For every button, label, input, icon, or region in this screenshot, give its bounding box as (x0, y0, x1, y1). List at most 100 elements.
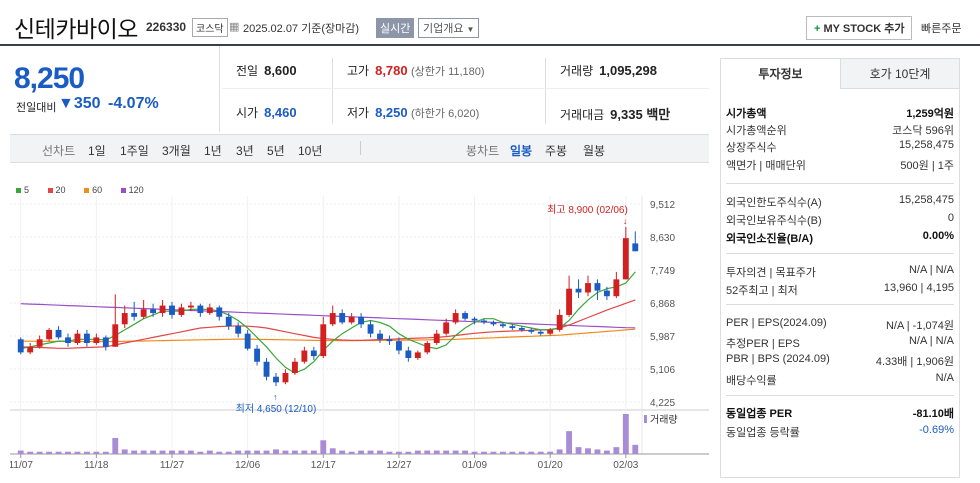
legend-ma5-label: 5 (24, 185, 30, 195)
volume-bar (518, 451, 525, 454)
volume-bar (65, 451, 71, 454)
candle-body (112, 324, 119, 347)
info-value: 0.00% (922, 230, 954, 242)
volume-bar (83, 451, 90, 454)
side-panel: 투자정보 호가 10단계 시가총액 1,259억원 시가총액순위 코스닥 596위 상장… (720, 58, 960, 478)
candle-body (481, 320, 487, 323)
volume-bar (377, 450, 383, 454)
divider (545, 58, 546, 124)
info-value: 1,259억원 (906, 108, 954, 120)
volume-bar (509, 451, 516, 454)
tab-10y[interactable]: 10년 (298, 144, 323, 158)
volume-bar (556, 449, 563, 454)
lower-limit: (하한가 6,020) (410, 108, 480, 120)
tab-orderbook[interactable]: 호가 10단계 (840, 59, 959, 89)
candle-body (518, 328, 525, 330)
candle-body (367, 324, 374, 334)
candle-body (282, 372, 289, 383)
prev-close-label: 전일 (236, 64, 259, 78)
amount: 거래대금 9,335 백만 (560, 104, 670, 123)
volume-bar (452, 450, 459, 454)
volume-bar (443, 450, 450, 454)
tab-1y[interactable]: 1년 (204, 144, 222, 158)
ma-line-ma60 (20, 328, 636, 343)
divider (726, 253, 954, 254)
info-value: -0.69% (919, 424, 954, 436)
ma-line-ma120 (20, 303, 636, 329)
volume-bar (263, 450, 270, 454)
info-key: 배당수익률 (726, 375, 777, 387)
corp-info-dropdown[interactable]: 기업개요 ▼ (418, 18, 480, 38)
info-value: 코스닥 596위 (892, 125, 954, 137)
candle-body (585, 283, 591, 293)
candle-body (386, 339, 393, 342)
corp-info-label: 기업개요 (423, 23, 464, 35)
candle-body (414, 352, 421, 358)
tab-5y[interactable]: 5년 (267, 144, 285, 158)
legend-ma60-label: 60 (92, 185, 103, 195)
candle-body (603, 290, 610, 297)
x-tick-label: 01/20 (538, 460, 563, 471)
current-price: 8,250 (14, 62, 85, 95)
volume-bar (320, 440, 327, 454)
realtime-button[interactable]: 실시간 (376, 18, 415, 38)
volume-bar (433, 450, 440, 454)
tab-daily[interactable]: 일봉 (510, 144, 533, 158)
ma-legend: 5 20 60 120 (16, 185, 160, 195)
mystock-add-button[interactable]: + MY STOCK 추가 (806, 16, 913, 40)
info-row: 시가총액 1,259억원 (726, 105, 954, 121)
candle-body (537, 331, 544, 334)
y-tick-label: 6,868 (650, 299, 675, 310)
volume-bar (603, 450, 610, 454)
quick-order-link[interactable]: 빠른주문 (921, 23, 962, 35)
volume-bar (386, 451, 393, 454)
divider (726, 395, 954, 396)
candle-body (301, 350, 308, 362)
volume-bar (585, 448, 591, 454)
legend-ma5: 5 (16, 185, 37, 195)
tab-3y[interactable]: 3년 (236, 144, 254, 158)
volume-label: 거래량 (650, 414, 678, 426)
info-key: 투자의견 | 목표주가 (726, 267, 816, 279)
candle-body (509, 326, 516, 329)
mystock-label: MY STOCK 추가 (823, 23, 905, 35)
volume-bar (499, 451, 506, 454)
candle-body (499, 324, 506, 327)
volume-bar (575, 447, 582, 454)
candle-body (424, 343, 431, 353)
candle-body (556, 314, 563, 330)
volume-bar (131, 450, 138, 454)
stock-chart[interactable]: 9,512 8,630 7,749 6,868 5,987 5,106 4,225 11/07… (9, 196, 709, 478)
candle-body (225, 316, 232, 327)
candle-body (131, 313, 138, 317)
tab-3m[interactable]: 3개월 (162, 144, 191, 158)
volume-bar (367, 450, 374, 454)
candle-body (197, 305, 204, 314)
candle-body (622, 238, 629, 280)
amount-value: 9,335 백만 (610, 107, 671, 122)
y-tick-label: 7,749 (650, 266, 675, 277)
candle-body (244, 333, 251, 349)
prev-close: 전일 8,600 (236, 62, 297, 79)
low-value: 8,250 (375, 105, 408, 120)
info-row: 시가총액순위 코스닥 596위 (726, 122, 954, 138)
candle-body (547, 329, 554, 334)
info-key: 시가총액 (726, 108, 767, 120)
candle-body (178, 307, 185, 315)
volume-bar (291, 450, 298, 454)
volume-bar (244, 450, 251, 454)
tab-invest-info[interactable]: 투자정보 (721, 59, 840, 89)
tab-1w[interactable]: 1주일 (120, 144, 149, 158)
candlestick-chart[interactable]: 9,512 8,630 7,749 6,868 5,987 5,106 4,225 11/07… (9, 196, 709, 478)
candle-body (159, 305, 166, 314)
tab-weekly[interactable]: 주봉 (545, 144, 568, 158)
tab-monthly[interactable]: 월봉 (583, 144, 606, 158)
line-chart-label: 선차트 (42, 144, 76, 158)
volume-bar (471, 451, 478, 454)
tab-1d[interactable]: 1일 (88, 144, 106, 158)
candle-body (405, 350, 412, 358)
info-key: 시가총액순위 (726, 125, 787, 137)
stock-name: 신테카바이오 (14, 16, 138, 42)
x-tick-label: 12/17 (311, 460, 336, 471)
candle-body (310, 350, 317, 357)
